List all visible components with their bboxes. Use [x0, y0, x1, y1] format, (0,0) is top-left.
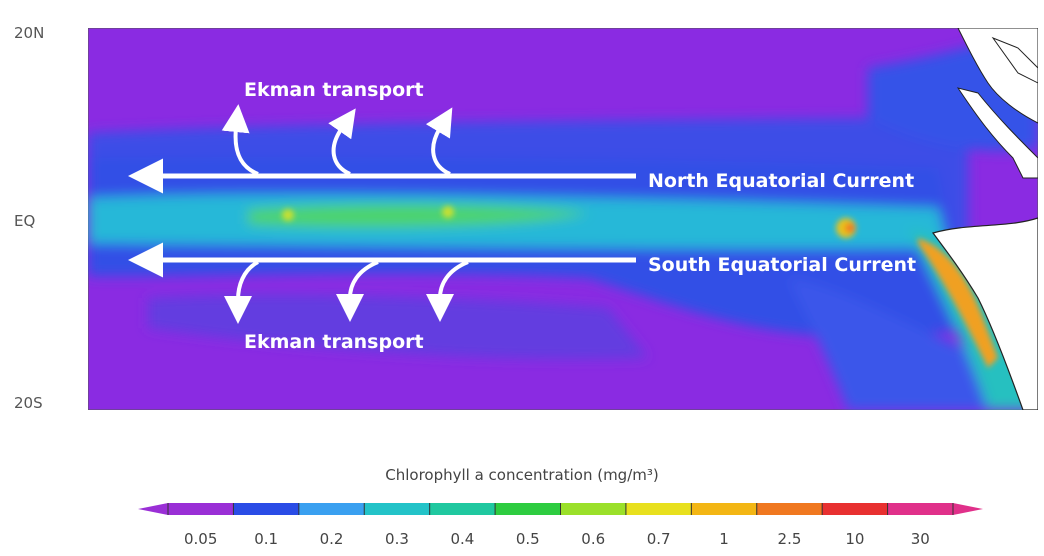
- colorbar-left-extension: [138, 503, 168, 515]
- colorbar-tick-label: 0.1: [254, 530, 279, 548]
- colorbar-tick-label: 0.05: [184, 530, 218, 548]
- colorbar-tick-label: 0.3: [385, 530, 409, 548]
- colorbar-tick-label: 0.5: [515, 530, 540, 548]
- colorbar-right-extension: [953, 503, 983, 515]
- colorbar-tick-label: 10: [845, 530, 865, 548]
- ekman-arrows-north: [221, 104, 453, 176]
- land-masses: [931, 28, 1038, 410]
- colorbar-tick-label: 2.5: [777, 530, 802, 548]
- colorbar-tick-label: 0.7: [646, 530, 671, 548]
- colorbar-tick-label: 1: [719, 530, 729, 548]
- colorbar-segment: [298, 503, 365, 515]
- ekman-transport-label-north: Ekman transport: [244, 79, 424, 101]
- colorbar-tick-label: 0.2: [319, 530, 344, 548]
- latitude-label-20s: 20S: [14, 394, 43, 412]
- colorbar-segment: [887, 503, 954, 515]
- colorbar-segment: [364, 503, 431, 515]
- colorbar-segment: [495, 503, 561, 515]
- colorbar-segment: [233, 503, 300, 515]
- ocean-currents: [128, 158, 636, 278]
- colorbar-tick-label: 30: [910, 530, 930, 548]
- latitude-label-equator: EQ: [14, 212, 36, 230]
- south-equatorial-current-label: South Equatorial Current: [648, 254, 916, 276]
- colorbar-segment: [560, 503, 627, 515]
- colorbar-segment: [168, 503, 234, 515]
- colorbar-title: Chlorophyll a concentration (mg/m³): [385, 466, 659, 484]
- ekman-transport-label-south: Ekman transport: [244, 331, 424, 353]
- ekman-arrows-south: [224, 260, 469, 324]
- upwelling-hotspots: [282, 206, 998, 368]
- colorbar-segment: [756, 503, 823, 515]
- latitude-label-20n: 20N: [14, 24, 45, 42]
- colorbar-segment: [691, 503, 758, 515]
- colorbar-tick-label: 0.6: [581, 530, 606, 548]
- colorbar-segment: [429, 503, 496, 515]
- colorbar-segment: [822, 503, 889, 515]
- north-equatorial-current-label: North Equatorial Current: [648, 170, 914, 192]
- colorbar-tick-label: 0.4: [450, 530, 475, 548]
- colorbar: [138, 503, 983, 515]
- chlorophyll-map: Ekman transport Ekman transport North Eq…: [88, 28, 1038, 410]
- colorbar-ticks: 0.05 0.1 0.2 0.3 0.4 0.5 0.6 0.7 1 2.5 10 30: [0, 530, 1044, 552]
- colorbar-segment: [625, 503, 692, 515]
